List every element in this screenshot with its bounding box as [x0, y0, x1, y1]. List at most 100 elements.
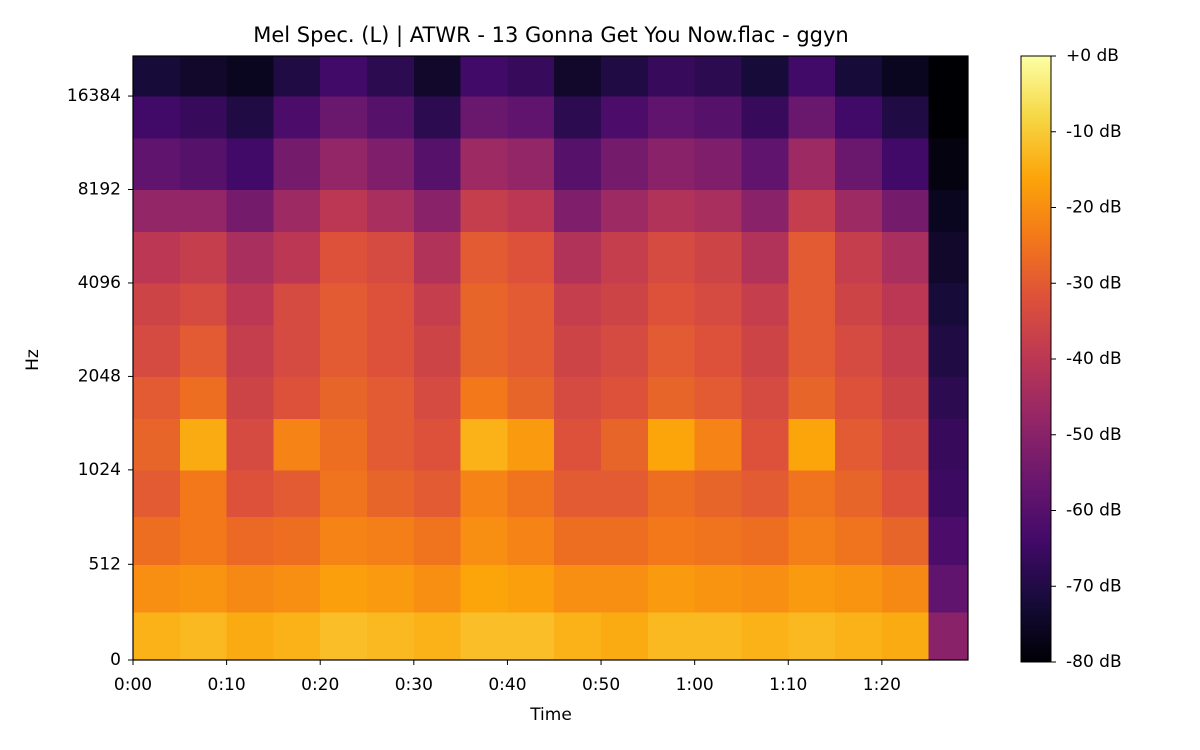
chart-title: Mel Spec. (L) | ATWR - 13 Gonna Get You …	[253, 23, 849, 48]
heatmap-cell	[788, 324, 836, 377]
heatmap-cell	[694, 96, 742, 139]
heatmap-cell	[694, 418, 742, 471]
heatmap-cell	[320, 612, 368, 661]
x-tick-label: 0:30	[395, 675, 433, 695]
heatmap-cell	[460, 564, 508, 613]
heatmap-cell	[179, 96, 228, 139]
heatmap-cell	[507, 564, 555, 613]
heatmap-cell	[694, 56, 742, 97]
heatmap-cell	[226, 516, 274, 565]
heatmap-cell	[413, 418, 462, 471]
heatmap-cell	[928, 96, 969, 139]
heatmap-cell	[320, 189, 368, 232]
heatmap-cell	[881, 282, 930, 326]
heatmap-cell	[507, 376, 555, 419]
heatmap-cell	[647, 189, 696, 232]
heatmap-cell	[601, 189, 649, 232]
heatmap-cell	[601, 469, 649, 517]
heatmap-cell	[320, 469, 368, 517]
heatmap-cell	[413, 564, 462, 613]
heatmap-cell	[273, 376, 321, 419]
heatmap-cell	[320, 376, 368, 419]
heatmap-cell	[320, 231, 368, 284]
heatmap-cell	[273, 282, 321, 326]
heatmap-cell	[507, 56, 555, 97]
heatmap-cell	[554, 376, 602, 419]
x-tick-label: 0:10	[208, 675, 246, 695]
y-tick-label: 8192	[78, 180, 121, 200]
heatmap-cell	[741, 516, 789, 565]
heatmap-cell	[367, 282, 415, 326]
heatmap-cell	[881, 324, 930, 377]
x-tick-label: 0:50	[582, 675, 620, 695]
heatmap-cell	[647, 376, 696, 419]
heatmap-cell	[694, 376, 742, 419]
heatmap-cell	[881, 56, 930, 97]
heatmap-cell	[133, 56, 181, 97]
colorbar-tick-label: -20 dB	[1066, 198, 1122, 218]
y-axis-label: Hz	[23, 349, 43, 371]
heatmap-cell	[226, 96, 274, 139]
x-tick-label: 0:00	[114, 675, 152, 695]
colorbar-tick-label: -50 dB	[1066, 425, 1122, 445]
heatmap-cell	[507, 138, 555, 191]
heatmap-cell	[741, 189, 789, 232]
heatmap-cell	[273, 56, 321, 97]
heatmap-cell	[226, 56, 274, 97]
heatmap-cell	[367, 469, 415, 517]
heatmap-cell	[647, 516, 696, 565]
heatmap-cell	[460, 376, 508, 419]
heatmap-cell	[881, 96, 930, 139]
heatmap-cell	[694, 282, 742, 326]
heatmap-cell	[273, 418, 321, 471]
colorbar-tick-label: -70 dB	[1066, 576, 1122, 596]
heatmap-cell	[133, 469, 181, 517]
heatmap-cell	[647, 418, 696, 471]
heatmap-cell	[881, 189, 930, 232]
heatmap-cell	[133, 138, 181, 191]
heatmap-cell	[601, 56, 649, 97]
heatmap-cell	[273, 469, 321, 517]
heatmap-cell	[133, 376, 181, 419]
heatmap-cell	[694, 231, 742, 284]
heatmap-cell	[835, 376, 883, 419]
heatmap-cell	[460, 138, 508, 191]
heatmap-cell	[881, 564, 930, 613]
heatmap-cell	[788, 231, 836, 284]
heatmap-cell	[460, 56, 508, 97]
heatmap-cell	[694, 324, 742, 377]
heatmap-cell	[320, 282, 368, 326]
heatmap-cell	[179, 282, 228, 326]
y-tick-label: 512	[89, 554, 121, 574]
heatmap-cell	[928, 231, 969, 284]
heatmap-cell	[507, 418, 555, 471]
heatmap-cell	[554, 516, 602, 565]
colorbar-tick-label: -80 dB	[1066, 652, 1122, 672]
heatmap-cell	[835, 56, 883, 97]
heatmap-cell	[647, 96, 696, 139]
heatmap-cell	[741, 612, 789, 661]
heatmap-cell	[601, 418, 649, 471]
heatmap-cell	[835, 469, 883, 517]
heatmap-cell	[507, 516, 555, 565]
heatmap-cell	[179, 612, 228, 661]
heatmap-cell	[367, 376, 415, 419]
heatmap-cell	[694, 612, 742, 661]
heatmap-cell	[320, 324, 368, 377]
heatmap-cell	[179, 56, 228, 97]
heatmap-cell	[647, 564, 696, 613]
heatmap-cell	[273, 231, 321, 284]
heatmap-cell	[320, 56, 368, 97]
x-tick-label: 1:20	[863, 675, 901, 695]
heatmap-cell	[460, 612, 508, 661]
heatmap-cell	[554, 469, 602, 517]
heatmap-cell	[320, 138, 368, 191]
heatmap-cell	[741, 96, 789, 139]
heatmap-cell	[741, 564, 789, 613]
heatmap-cell	[554, 189, 602, 232]
heatmap-cell	[273, 612, 321, 661]
heatmap-cell	[788, 612, 836, 661]
heatmap-cell	[928, 564, 969, 613]
heatmap-cell	[928, 469, 969, 517]
heatmap-cell	[647, 231, 696, 284]
